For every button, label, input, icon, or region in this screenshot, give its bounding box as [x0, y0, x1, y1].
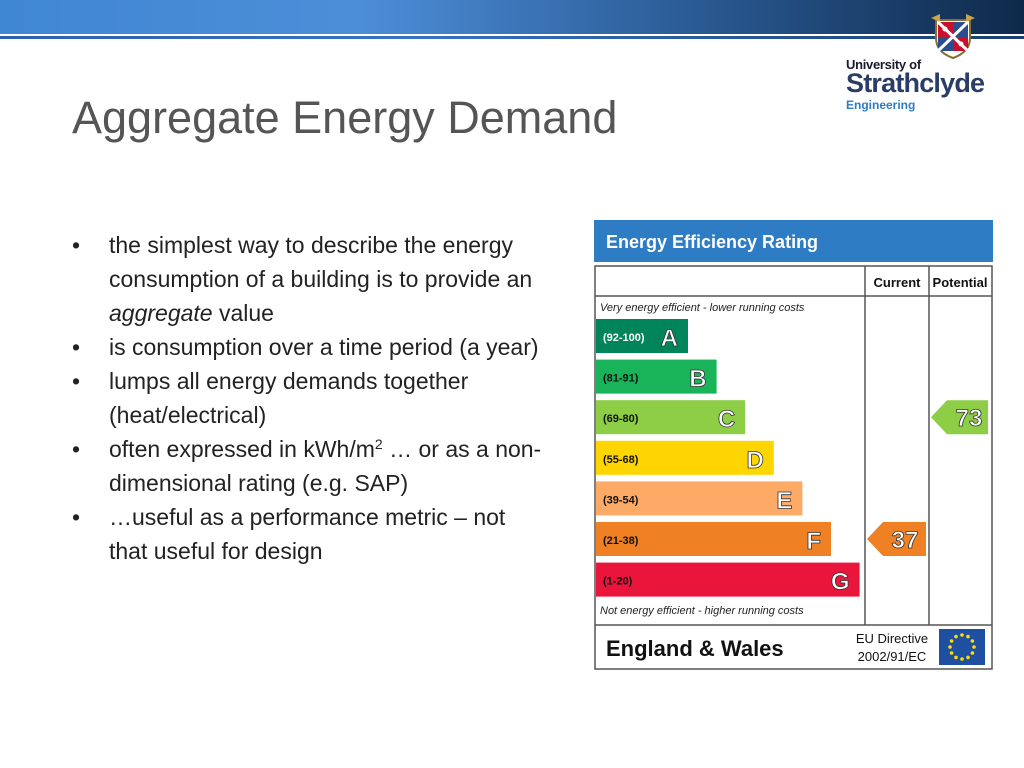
eu-star: [949, 651, 954, 655]
epc-potential-rating: [931, 400, 988, 435]
epc-band-a: [596, 319, 688, 353]
epc-rating-arrows: 37 73: [867, 400, 988, 556]
bullet-text: is consumption over a time period (a yea…: [109, 334, 539, 360]
epc-band-range: (81-91): [603, 373, 639, 385]
logo-strathclyde: Strathclyde: [846, 68, 985, 98]
epc-title: Energy Efficiency Rating: [606, 232, 818, 252]
epc-band-letter: C: [718, 406, 735, 433]
bullet-text: … or as a non-dimensional rating (e.g. S…: [109, 436, 542, 496]
eu-star: [954, 634, 958, 639]
epc-region: England & Wales: [606, 636, 784, 661]
epc-band-range: (55-68): [603, 454, 639, 466]
epc-band-range: (92-100): [603, 332, 645, 344]
eu-star: [966, 655, 970, 660]
epc-directive-line2: 2002/91/EC: [858, 649, 927, 664]
logo-university-of: University of: [846, 57, 921, 72]
epc-band-letter: D: [746, 447, 763, 474]
bullet-emphasis: aggregate: [109, 300, 213, 326]
epc-bands: (92-100) A (81-91) B (69-80) C (55-68) D (39-54)…: [596, 319, 860, 597]
epc-col-potential: Potential: [933, 275, 988, 290]
bullet-marker: •: [72, 368, 81, 394]
page-title: Aggregate Energy Demand: [72, 92, 618, 143]
university-crest-icon: [931, 14, 975, 60]
eu-star: [954, 655, 958, 660]
eu-stars: [948, 633, 976, 661]
epc-current-rating: [867, 522, 926, 556]
epc-band-letter: F: [806, 528, 821, 555]
epc-band-b: [596, 359, 717, 394]
eu-star: [966, 634, 970, 639]
energy-efficiency-rating-chart: Energy Efficiency Rating Current Potenti…: [594, 220, 993, 672]
epc-bottom-note: Not energy efficient - higher running co…: [600, 605, 804, 617]
epc-band-d: [596, 440, 774, 475]
epc-band-letter: A: [661, 325, 678, 352]
epc-band-range: (21-38): [603, 535, 639, 547]
bullet-marker: •: [72, 504, 81, 530]
eu-star: [949, 639, 954, 643]
bullet-superscript: 2: [374, 436, 383, 452]
epc-directive-line1: EU Directive: [856, 631, 928, 646]
bullet-item: • is consumption over a time period (a ye…: [72, 330, 542, 364]
epc-col-current: Current: [874, 275, 922, 290]
header-bar: [0, 0, 1024, 34]
epc-top-note: Very energy efficient - lower running co…: [600, 302, 805, 314]
epc-band-range: (39-54): [603, 494, 639, 506]
bullet-item: • often expressed in kWh/m2 … or as a non…: [72, 432, 542, 500]
epc-header: [594, 220, 993, 262]
bullet-item: • lumps all energy demands together (heat…: [72, 364, 542, 432]
header-rule: [0, 36, 1024, 39]
bullet-item: • the simplest way to describe the energy…: [72, 228, 542, 330]
eu-star: [970, 639, 975, 643]
epc-band-c: [596, 400, 746, 435]
bullet-list: • the simplest way to describe the energy…: [72, 228, 542, 568]
bullet-text: lumps all energy demands together (heat/…: [109, 368, 469, 428]
epc-band-g: [596, 562, 860, 597]
epc-band-letter: G: [831, 569, 850, 596]
logo-engineering: Engineering: [846, 98, 916, 112]
epc-potential-rating-value: 73: [956, 405, 983, 432]
eu-star: [972, 645, 976, 649]
epc-band-e: [596, 481, 803, 516]
bullet-marker: •: [72, 232, 81, 258]
eu-star: [948, 645, 952, 649]
bullet-text: …useful as a performance metric – not th…: [109, 504, 506, 564]
bullet-marker: •: [72, 334, 81, 360]
epc-band-letter: E: [776, 487, 792, 514]
epc-current-rating-value: 37: [892, 527, 919, 554]
bullet-text: value: [212, 300, 274, 326]
epc-band-range: (69-80): [603, 413, 639, 425]
epc-band-range: (1-20): [603, 576, 633, 588]
university-logo: University of Strathclyde Engineering: [846, 10, 996, 112]
epc-band-letter: B: [689, 366, 706, 393]
eu-star: [960, 657, 964, 661]
bullet-text: often expressed in kWh/m: [109, 436, 375, 462]
bullet-text: the simplest way to describe the energy …: [109, 232, 533, 292]
epc-band-f: [596, 522, 831, 556]
bullet-marker: •: [72, 436, 81, 462]
eu-star: [960, 633, 964, 637]
bullet-item: • …useful as a performance metric – not t…: [72, 500, 542, 568]
eu-star: [970, 651, 975, 655]
